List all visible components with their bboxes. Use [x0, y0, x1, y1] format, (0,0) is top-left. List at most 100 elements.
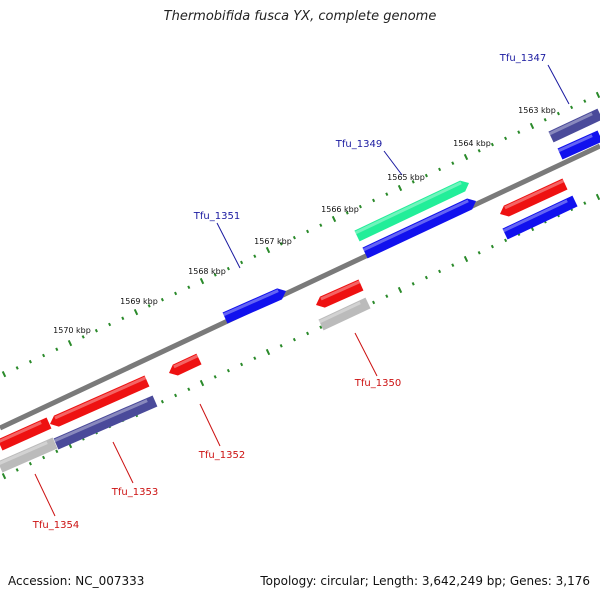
- tick-label-1566: 1566 kbp: [321, 205, 359, 214]
- map-title: Thermobifida fusca YX, complete genome: [163, 9, 437, 24]
- inner-tick: [174, 393, 178, 398]
- gene-bar-red-4: [0, 417, 52, 451]
- genome-backbone: [0, 143, 600, 431]
- outer-tick: [306, 229, 310, 234]
- inner-tick: [372, 300, 376, 305]
- gene-bar-red-1: [500, 178, 568, 217]
- inner-tick: [187, 387, 191, 392]
- tick-label-1570: 1570 kbp: [53, 326, 91, 335]
- tick-label-1569: 1569 kbp: [120, 297, 158, 306]
- outer-tick: [15, 366, 19, 370]
- outer-tick: [253, 254, 257, 259]
- outer-tick: [556, 111, 560, 116]
- inner-tick: [42, 455, 46, 460]
- gene-tfu-1352: [169, 353, 202, 376]
- inner-tick: [292, 337, 296, 342]
- outer-tick: [463, 153, 469, 161]
- inner-tick: [477, 250, 481, 255]
- inner-tick: [424, 275, 428, 280]
- leader-tfu-1351: [216, 222, 241, 269]
- inner-tick: [411, 282, 415, 286]
- gene-label-tfu-1350: Tfu_1350: [354, 378, 401, 389]
- gene-tfu-1349: [354, 180, 470, 242]
- outer-tick: [226, 266, 230, 271]
- inner-tick: [385, 294, 389, 298]
- inner-tick: [213, 375, 217, 379]
- outer-tick: [42, 353, 46, 358]
- gene-bar-blue-3: [502, 195, 578, 240]
- tick-label-1568: 1568 kbp: [188, 267, 226, 276]
- tick-label-1564: 1564 kbp: [453, 139, 491, 148]
- outer-tick: [517, 130, 521, 134]
- outer-tick: [490, 142, 494, 147]
- inner-tick: [397, 286, 403, 294]
- tick-label-1565: 1565 kbp: [387, 173, 425, 182]
- label-leaders: [34, 64, 570, 517]
- gene-label-tfu-1354: Tfu_1354: [32, 520, 79, 531]
- accession-label: Accession: NC_007333: [8, 574, 145, 588]
- inner-tick: [199, 379, 205, 387]
- inner-tick: [490, 244, 494, 249]
- outer-tick: [358, 204, 362, 209]
- topology-label: Topology: circular; Length: 3,642,249 bp…: [260, 574, 590, 588]
- inner-tick: [463, 255, 469, 263]
- outer-tick: [331, 215, 337, 223]
- outer-tick-track: [1, 91, 600, 378]
- inner-tick: [595, 193, 600, 201]
- outer-tick: [174, 291, 178, 296]
- inner-tick: [226, 368, 230, 373]
- gene-label-tfu-1353: Tfu_1353: [111, 487, 158, 498]
- inner-tick: [583, 201, 587, 205]
- inner-tick: [279, 344, 283, 348]
- outer-tick: [265, 246, 271, 254]
- leader-tfu-1354: [34, 473, 56, 517]
- gene-tfu-1347: [548, 108, 600, 143]
- gene-bar-blue-2: [362, 198, 477, 259]
- outer-tick: [121, 316, 125, 321]
- outer-tick: [67, 339, 73, 347]
- inner-tick: [55, 449, 59, 454]
- gene-label-tfu-1349: Tfu_1349: [335, 139, 382, 150]
- gene-tfu-1354: [0, 437, 58, 473]
- outer-tick: [595, 91, 600, 99]
- inner-tick: [240, 362, 244, 367]
- outer-tick: [240, 260, 244, 265]
- inner-tick: [265, 348, 271, 356]
- outer-tick: [477, 148, 481, 153]
- outer-tick: [583, 99, 587, 103]
- outer-tick: [133, 308, 139, 316]
- inner-tick: [1, 472, 7, 480]
- inner-tick: [451, 263, 455, 267]
- gene-bar-red-3: [50, 375, 150, 427]
- outer-tick: [187, 285, 191, 290]
- inner-tick: [319, 325, 323, 330]
- gene-tfu-1351: [222, 288, 287, 324]
- gene-features: [0, 108, 600, 473]
- gene-label-tfu-1347: Tfu_1347: [499, 53, 546, 64]
- outer-tick: [411, 180, 415, 184]
- outer-tick: [397, 184, 403, 192]
- outer-tick: [94, 328, 98, 333]
- outer-tick: [570, 105, 574, 110]
- outer-tick: [319, 223, 323, 228]
- leader-tfu-1350: [354, 332, 378, 377]
- outer-tick: [147, 304, 151, 308]
- inner-tick: [504, 238, 508, 243]
- leader-tfu-1352: [199, 403, 221, 447]
- outer-tick: [372, 198, 376, 203]
- gene-tfu-1350: [318, 297, 371, 331]
- outer-tick: [292, 235, 296, 240]
- leader-tfu-1353: [112, 441, 134, 484]
- outer-tick: [199, 277, 205, 285]
- outer-tick: [279, 242, 283, 246]
- gene-bar-red-2: [316, 279, 364, 308]
- outer-tick: [81, 335, 85, 339]
- tick-label-1567: 1567 kbp: [254, 237, 292, 246]
- gene-tfu-1353: [53, 395, 158, 450]
- inner-tick: [160, 399, 164, 404]
- outer-tick: [55, 347, 59, 352]
- outer-tick: [543, 117, 547, 122]
- inner-tick: [15, 468, 19, 472]
- inner-tick: [253, 356, 257, 361]
- leader-tfu-1349: [383, 150, 403, 176]
